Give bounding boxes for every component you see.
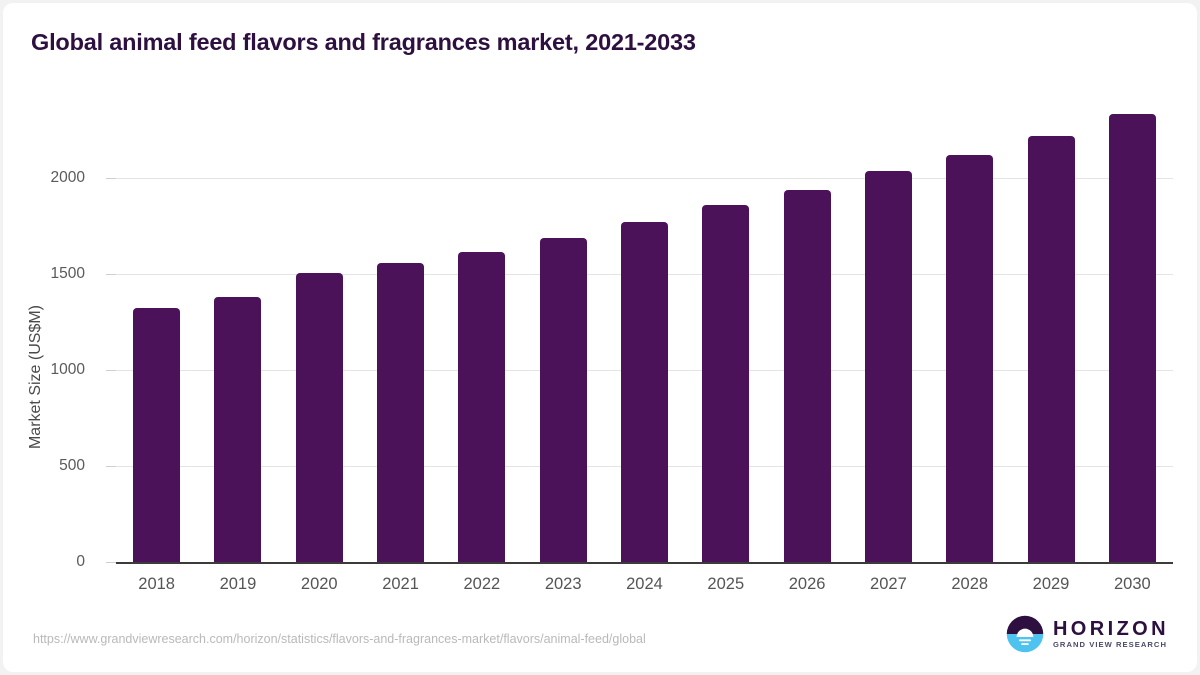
- y-gridline: [116, 178, 1173, 179]
- x-tick-label: 2022: [463, 575, 501, 593]
- x-tick-label: 2029: [1032, 575, 1070, 593]
- bar-2030[interactable]: [1108, 113, 1156, 562]
- bar-2021[interactable]: [377, 263, 425, 562]
- source-url[interactable]: https://www.grandviewresearch.com/horizo…: [33, 632, 646, 646]
- x-tick-label: 2020: [300, 575, 338, 593]
- x-tick-label: 2019: [219, 575, 257, 593]
- y-tick-label: 0: [76, 553, 85, 570]
- horizon-logo-wordmark: HORIZON: [1052, 618, 1169, 641]
- x-tick-label: 2028: [951, 575, 989, 593]
- x-tick-label: 2030: [1113, 575, 1151, 593]
- bar-2025[interactable]: [702, 204, 750, 562]
- y-tick-label: 2000: [50, 169, 85, 186]
- x-tick-label: 2024: [626, 575, 663, 593]
- bar-2027[interactable]: [864, 171, 912, 562]
- y-tick-mark: [106, 274, 116, 275]
- y-tick-mark: [106, 562, 116, 563]
- y-tick-label: 1000: [50, 361, 85, 378]
- bar-2020[interactable]: [295, 273, 343, 562]
- bar-2019[interactable]: [214, 297, 262, 562]
- page-title: Global animal feed flavors and fragrance…: [31, 29, 696, 55]
- bar-chart-plot-area: Market Size (US$M) 0 500 1000 1500 2000 2018 2…: [3, 3, 1197, 672]
- x-tick-label: 2026: [788, 575, 826, 593]
- horizon-logo-icon: [1006, 615, 1044, 653]
- y-tick-label: 500: [59, 457, 85, 474]
- chart-card: Global animal feed flavors and fragrance…: [3, 3, 1197, 672]
- bar-2018[interactable]: [133, 307, 181, 562]
- y-tick-mark: [106, 466, 116, 467]
- bar-2028[interactable]: [946, 154, 994, 562]
- x-tick-label: 2025: [707, 575, 745, 593]
- y-tick-mark: [106, 370, 116, 371]
- x-tick-label: 2027: [870, 575, 907, 593]
- horizon-logo-subtitle: GRAND VIEW RESEARCH: [1052, 640, 1168, 650]
- bar-2026[interactable]: [783, 189, 831, 562]
- bar-2029[interactable]: [1027, 135, 1075, 562]
- x-axis-line: [116, 562, 1173, 564]
- x-tick-label: 2018: [138, 575, 175, 593]
- bar-2022[interactable]: [458, 251, 506, 562]
- x-tick-label: 2023: [544, 575, 582, 593]
- horizon-logo-text: HORIZON GRAND VIEW RESEARCH: [1053, 619, 1169, 649]
- y-tick-label: 1500: [50, 265, 85, 282]
- y-tick-mark: [106, 178, 116, 179]
- x-tick-label: 2021: [382, 575, 419, 593]
- bar-2024[interactable]: [621, 222, 668, 562]
- bar-2023[interactable]: [539, 237, 587, 562]
- horizon-logo: HORIZON GRAND VIEW RESEARCH: [1006, 615, 1169, 653]
